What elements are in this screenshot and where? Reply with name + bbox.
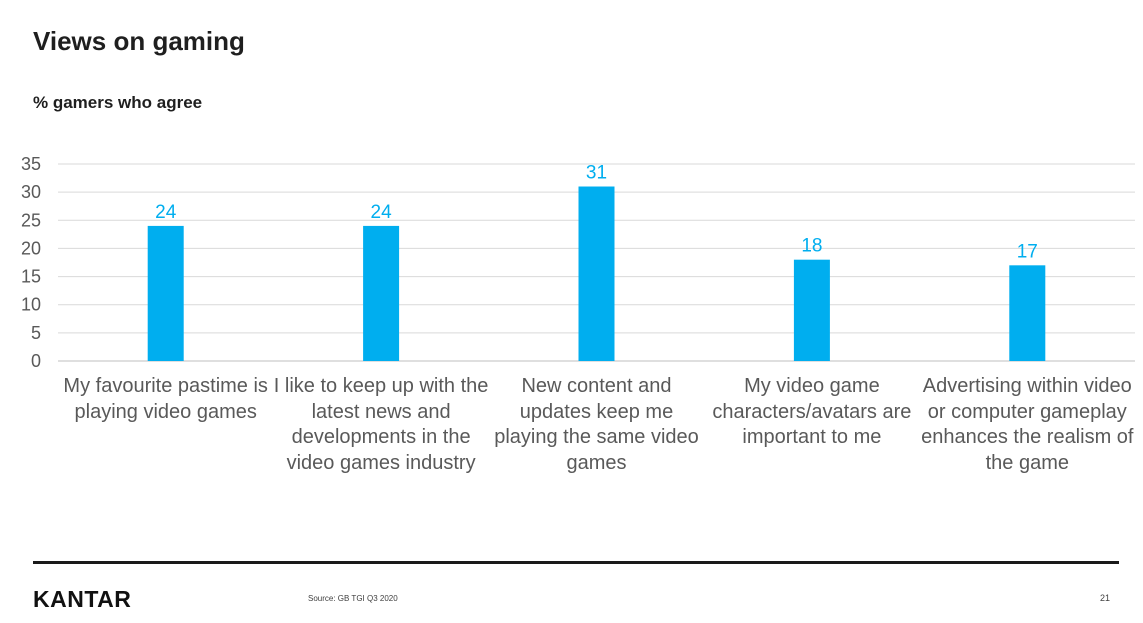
x-category-label: My video game characters/avatars are imp… [712,375,912,448]
page-title: Views on gaming [33,26,245,56]
y-tick-label: 10 [21,295,41,315]
bar [793,259,830,361]
y-tick-label: 35 [21,154,41,174]
y-tick-label: 25 [21,210,41,230]
y-tick-label: 5 [31,323,41,343]
footer-divider [33,561,1119,564]
bar-value-label: 24 [371,202,393,223]
bar [363,225,400,361]
bar [147,225,184,361]
x-category-label: My favourite pastime is playing video ga… [63,375,268,423]
x-category-label: I like to keep up with the latest news a… [273,375,489,474]
bar-value-label: 24 [155,202,177,223]
bar-value-label: 17 [1017,241,1038,262]
bar-chart: 0 5 10 15 20 25 30 35 24 24 31 18 17 [21,154,1135,371]
chart-subtitle: % gamers who agree [33,93,203,112]
x-category-label: New content and updates keep me playing … [494,375,699,474]
source-note: Source: GB TGI Q3 2020 [308,594,398,603]
y-tick-label: 0 [31,351,41,371]
bar [578,186,615,361]
bar-value-label: 18 [801,236,822,257]
y-tick-label: 30 [21,182,41,202]
y-tick-label: 20 [21,238,41,258]
bar [1009,265,1046,361]
bar-value-label: 31 [586,163,607,184]
y-tick-label: 15 [21,267,41,287]
x-category-label: Advertising within video or computer gam… [921,375,1134,474]
kantar-logo: KANTAR [33,586,132,612]
page-number: 21 [1100,593,1111,603]
